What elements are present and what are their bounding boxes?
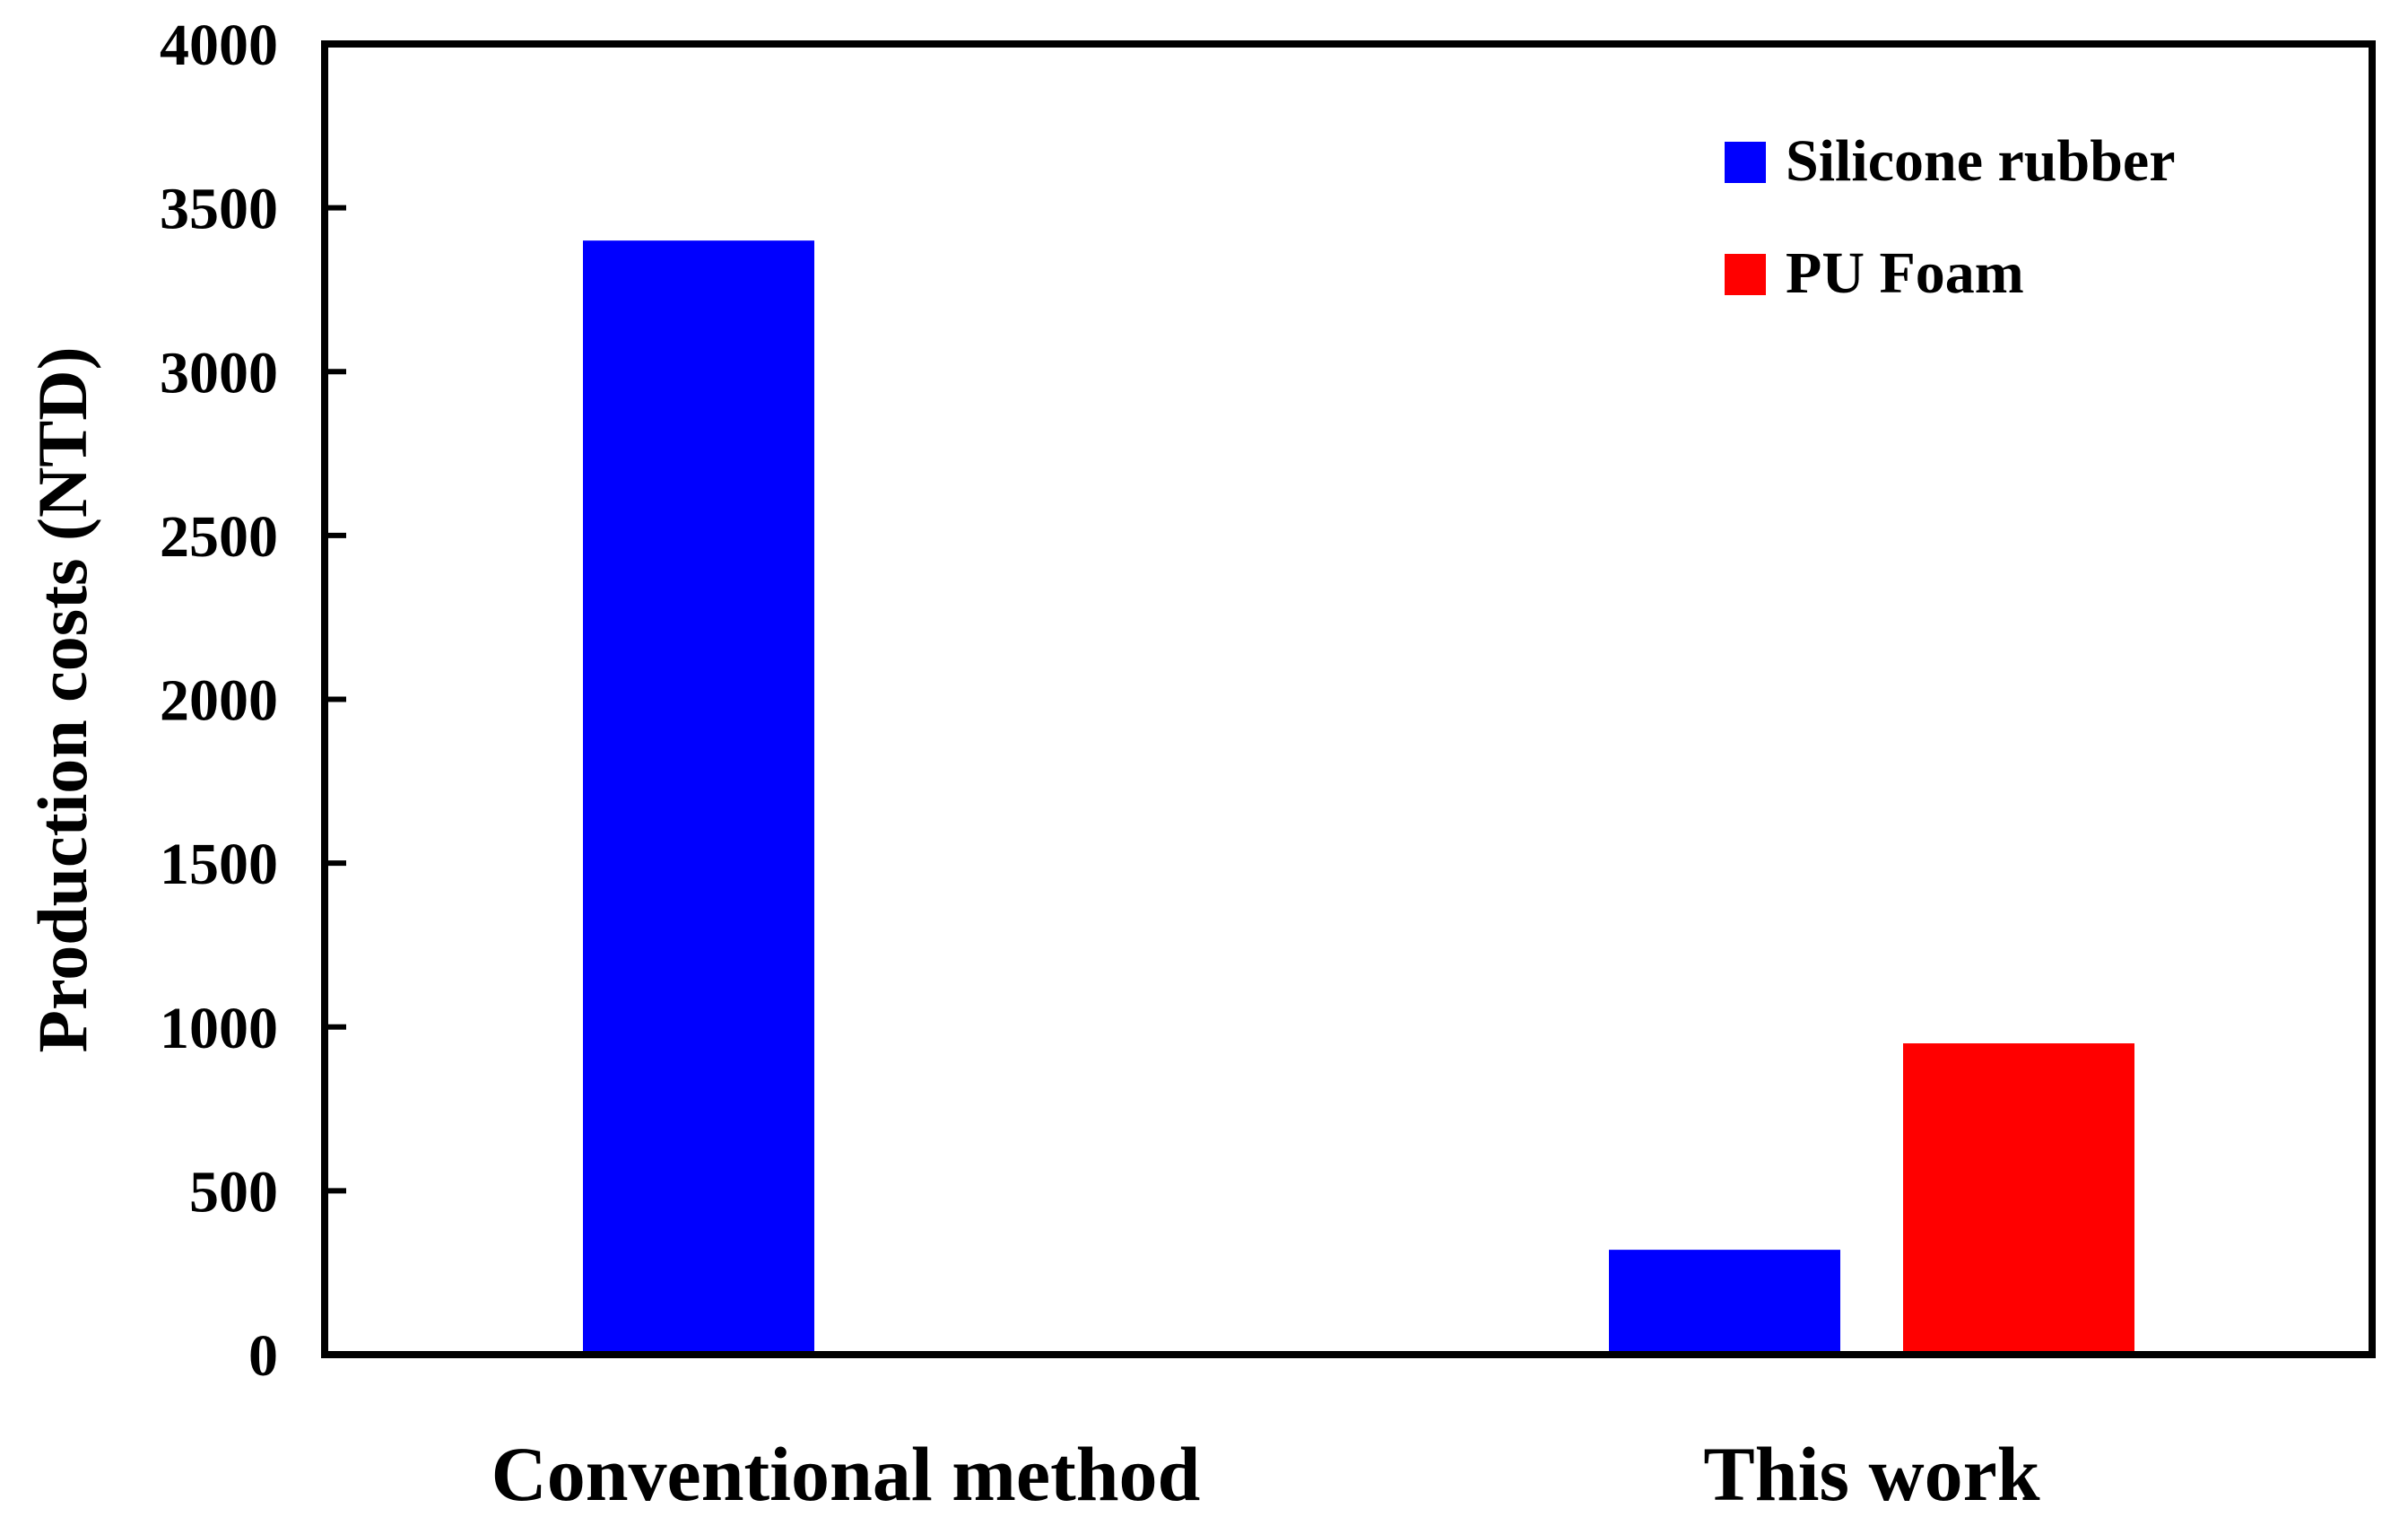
y-tick-label: 3500 — [160, 177, 278, 242]
legend-label: PU Foam — [1786, 240, 2024, 306]
y-tick-label: 2000 — [160, 668, 278, 734]
legend: Silicone rubber PU Foam — [1725, 128, 2176, 306]
y-tick-label: 1000 — [160, 996, 278, 1061]
y-tick-label: 500 — [189, 1159, 278, 1225]
y-axis-title: Production costs (NTD) — [23, 346, 101, 1052]
y-tick-label: 3000 — [160, 340, 278, 405]
y-tick-label: 1500 — [160, 832, 278, 897]
bar-silicone-rubber-conventional-method — [583, 240, 814, 1355]
y-tick-label: 0 — [248, 1323, 278, 1389]
y-tick-label: 2500 — [160, 504, 278, 570]
legend-swatch-pu-foam — [1725, 254, 1766, 295]
bar-pu-foam-this-work — [1903, 1043, 2134, 1355]
bar-silicone-rubber-this-work — [1609, 1250, 1840, 1355]
x-axis: Conventional method This work — [491, 1431, 2040, 1517]
x-category-label: Conventional method — [491, 1431, 1201, 1517]
legend-swatch-silicone-rubber — [1725, 142, 1766, 183]
legend-label: Silicone rubber — [1786, 128, 2176, 194]
bars-layer — [583, 240, 2134, 1355]
y-tick-label: 4000 — [160, 13, 278, 78]
y-axis: 0 500 1000 1500 2000 2500 3000 3500 4000 — [160, 13, 346, 1389]
x-category-label: This work — [1703, 1431, 2039, 1517]
